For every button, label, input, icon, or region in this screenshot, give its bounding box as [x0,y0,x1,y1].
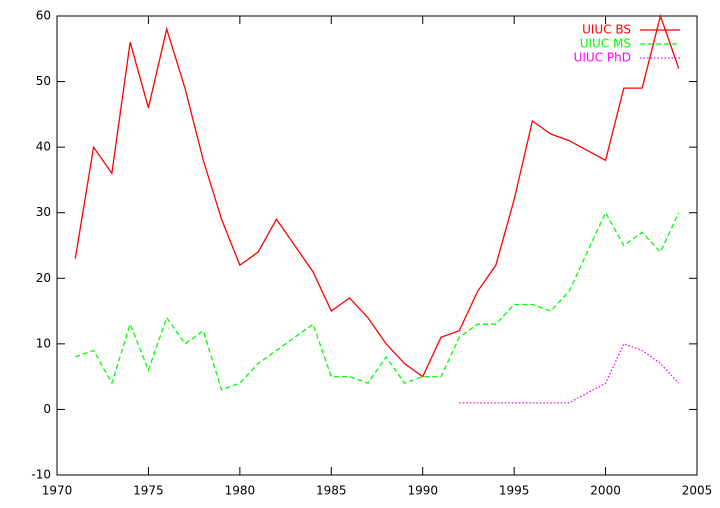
x-tick-label: 1995 [499,484,530,498]
x-tick-label: 1990 [407,484,438,498]
y-tick-label: 40 [36,140,51,154]
x-tick-label: 1985 [316,484,347,498]
y-tick-label: 50 [36,74,51,88]
x-tick-label: 1975 [133,484,164,498]
series-line [74,13,680,378]
x-tick-label: 2005 [682,484,713,498]
x-tick-label: 2000 [590,484,621,498]
legend-label: UIUC BS [582,23,631,37]
y-tick-label: 60 [36,9,51,23]
y-tick-label: 30 [36,205,51,219]
legend-label: UIUC PhD [574,51,631,65]
series-line [75,211,680,391]
y-tick-label: 0 [43,402,51,416]
y-tick-label: -10 [31,468,51,482]
plot-frame [56,15,698,476]
y-tick-label: 20 [36,271,51,285]
x-tick-label: 1970 [42,484,73,498]
legend-label: UIUC MS [580,37,631,51]
series-line [459,343,680,404]
x-tick-label: 1980 [225,484,256,498]
y-tick-label: 10 [36,336,51,350]
